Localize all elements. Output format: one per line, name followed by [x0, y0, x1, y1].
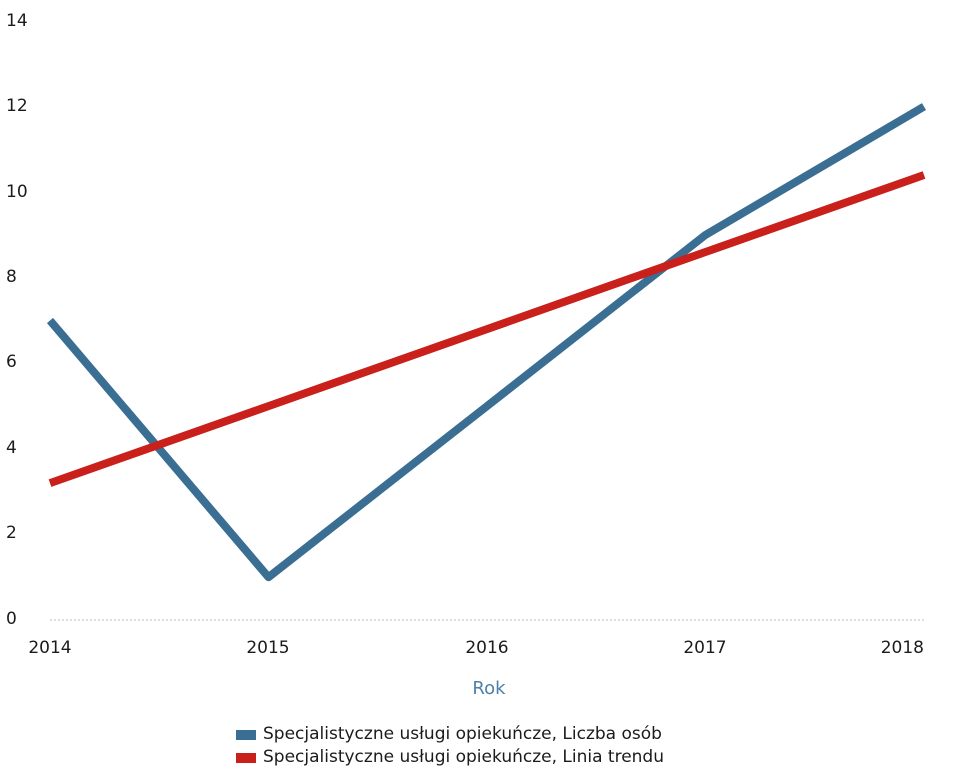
x-axis-title: Rok: [472, 678, 506, 699]
y-tick-label: 14: [6, 11, 28, 31]
legend: Specjalistyczne usługi opiekuńcze, Liczb…: [236, 723, 664, 769]
x-tick-label: 2014: [28, 638, 71, 658]
y-tick-label: 0: [6, 609, 17, 629]
y-tick-label: 4: [6, 438, 17, 458]
legend-label: Specjalistyczne usługi opiekuńcze, Liczb…: [263, 724, 662, 744]
y-tick-label: 8: [6, 267, 17, 287]
y-tick-label: 10: [6, 182, 28, 202]
series-line-liczba-osob: [46, 103, 927, 582]
legend-swatch: [236, 729, 256, 740]
x-tick-label: 2015: [246, 638, 289, 658]
legend-item-linia-trendu: Specjalistyczne usługi opiekuńcze, Linia…: [236, 746, 664, 769]
y-tick-label: 12: [6, 96, 28, 116]
legend-item-liczba-osob: Specjalistyczne usługi opiekuńcze, Liczb…: [236, 723, 664, 746]
y-tick-label: 2: [6, 523, 17, 543]
legend-swatch: [236, 752, 256, 763]
series-layer: [46, 103, 927, 582]
x-tick-label: 2016: [465, 638, 508, 658]
x-tick-label: 2017: [683, 638, 726, 658]
x-tick-label: 2018: [881, 638, 924, 658]
legend-label: Specjalistyczne usługi opiekuńcze, Linia…: [263, 747, 664, 767]
y-tick-label: 6: [6, 352, 17, 372]
